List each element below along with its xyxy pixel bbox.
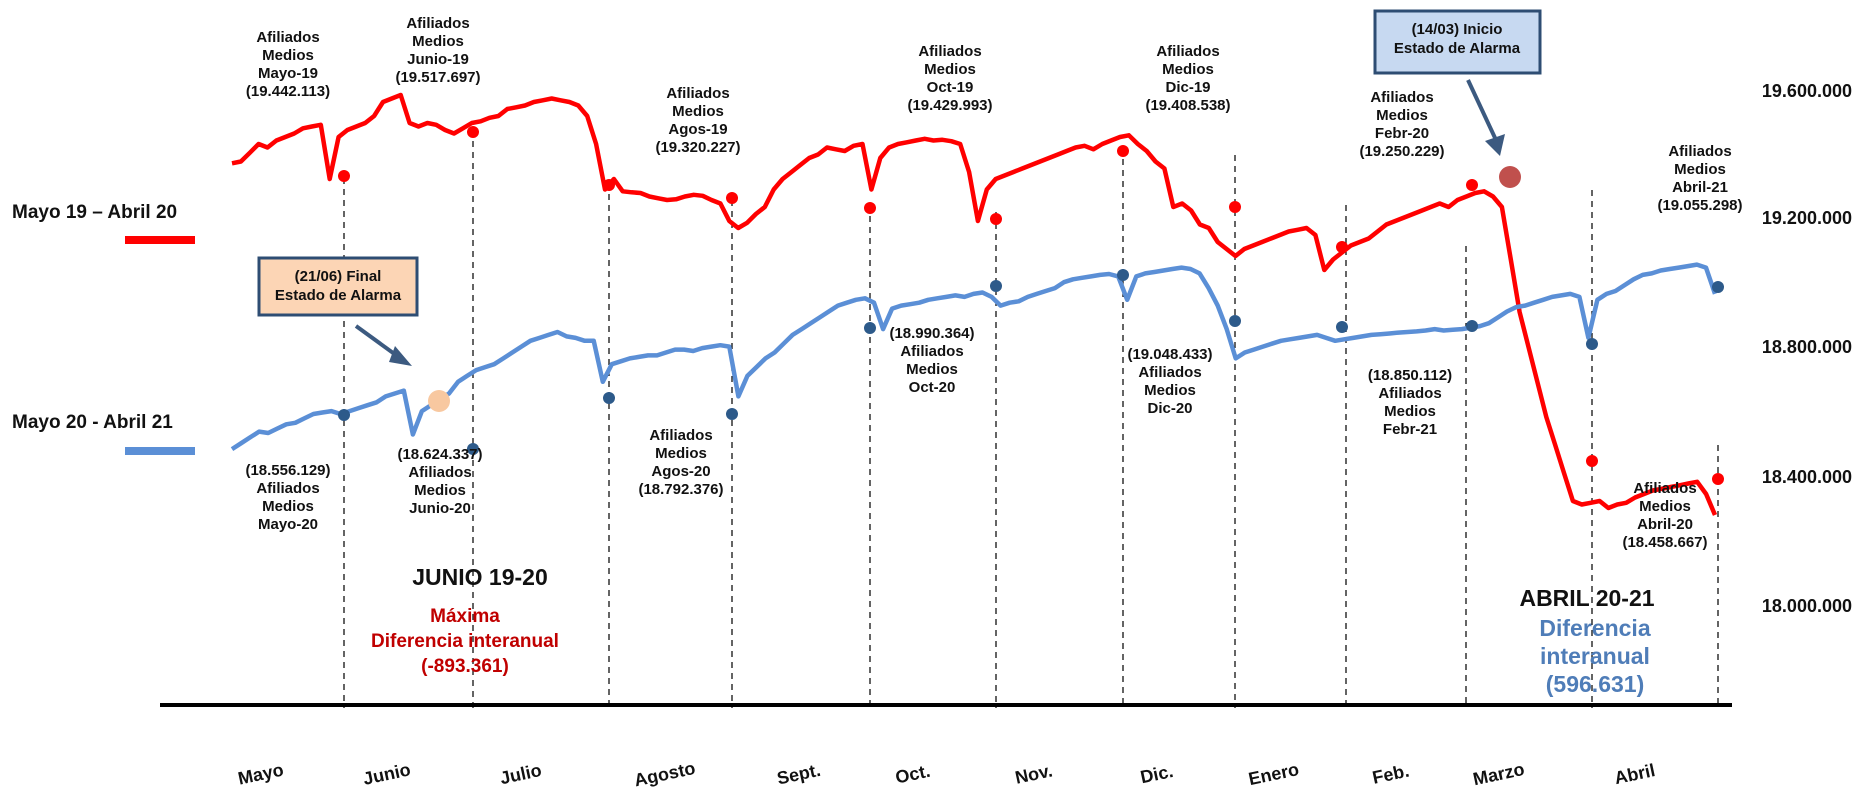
blue-month-point	[990, 280, 1002, 292]
blue-series-annotation: (18.850.112) Afiliados Medios Febr-21	[1368, 367, 1452, 438]
final-alarma-text: (21/06) Final Estado de Alarma	[275, 268, 402, 304]
final-alarma-box	[257, 256, 419, 317]
inicio-alarma-box	[1373, 9, 1542, 75]
abril-summary-text: Diferencia interanual (596.631)	[1539, 615, 1650, 697]
x-tick-label: Sept.	[775, 760, 822, 789]
red-month-point	[1586, 455, 1598, 467]
y-tick-label: 19.600.000	[1762, 81, 1852, 101]
red-series-annotation: Afiliados Medios Oct-19 (19.429.993)	[907, 43, 992, 114]
reference-lines	[160, 130, 1732, 708]
monthly-points	[338, 126, 1724, 485]
callout-boxes: (14/03) Inicio Estado de Alarma (21/06) Fi…	[257, 9, 1542, 366]
red-month-point	[338, 170, 350, 182]
red-month-point	[1229, 201, 1241, 213]
red-month-point	[1117, 145, 1129, 157]
red-series-annotation: Afiliados Medios Febr-20 (19.250.229)	[1359, 89, 1444, 160]
abril-summary-title: ABRIL 20-21	[1519, 585, 1654, 611]
final-alarma-arrowhead	[389, 346, 412, 366]
blue-month-point	[467, 443, 479, 455]
red-month-point	[864, 202, 876, 214]
blue-month-point	[1117, 269, 1129, 281]
blue-series-annotation: (19.048.433) Afiliados Medios Dic-20	[1127, 346, 1212, 417]
y-tick-label: 18.000.000	[1762, 596, 1852, 616]
blue-month-point	[1229, 315, 1241, 327]
red-month-point	[1466, 179, 1478, 191]
blue-month-point	[338, 409, 350, 421]
series-line-red	[231, 92, 1718, 516]
legend-label-blue: Mayo 20 - Abril 21	[12, 412, 173, 433]
red-series-annotation: Afiliados Medios Dic-19 (19.408.538)	[1145, 43, 1230, 114]
junio-summary-title: JUNIO 19-20	[412, 564, 548, 590]
blue-month-point	[864, 322, 876, 334]
chart-text: 19.600.000 19.200.000 18.800.000 18.400.000…	[12, 15, 1852, 790]
red-series-annotation: Afiliados Medios Junio-19 (19.517.697)	[395, 15, 480, 86]
blue-month-point	[1712, 281, 1724, 293]
y-tick-label: 18.800.000	[1762, 337, 1852, 357]
inicio-alarma-arrow	[1466, 79, 1498, 141]
red-month-point	[603, 179, 615, 191]
red-month-point	[467, 126, 479, 138]
x-tick-label: Junio	[361, 759, 412, 789]
red-month-point	[990, 213, 1002, 225]
blue-series-annotation: (18.624.337) Afiliados Medios Junio-20	[397, 446, 482, 517]
red-series-annotation: Afiliados Medios Mayo-19 (19.442.113)	[246, 29, 330, 100]
x-tick-label: Abril	[1613, 760, 1657, 788]
y-tick-label: 19.200.000	[1762, 208, 1852, 228]
x-tick-label: Feb.	[1371, 761, 1411, 788]
inicio-alarma-text: (14/03) Inicio Estado de Alarma	[1394, 21, 1521, 57]
blue-month-point	[726, 408, 738, 420]
x-tick-label: Marzo	[1471, 759, 1526, 789]
blue-month-point	[1336, 321, 1348, 333]
blue-month-point	[1586, 338, 1598, 350]
x-tick-label: Julio	[498, 760, 543, 788]
x-tick-label: Dic.	[1139, 761, 1175, 787]
blue-series-annotation: Afiliados Medios Agos-20 (18.792.376)	[638, 427, 723, 498]
x-tick-label: Mayo	[236, 760, 285, 789]
legend-label-red: Mayo 19 – Abril 20	[12, 202, 177, 223]
red-month-point	[1336, 241, 1348, 253]
series-line-blue	[230, 262, 1718, 451]
red-series-annotation: Afiliados Medios Abril-20 (18.458.667)	[1622, 480, 1707, 551]
final-alarma-point	[428, 390, 450, 412]
inicio-alarma-arrowhead	[1485, 134, 1505, 156]
red-series-annotation: Afiliados Medios Agos-19 (19.320.227)	[655, 85, 740, 156]
red-month-point	[726, 192, 738, 204]
red-series-annotation: Afiliados Medios Abril-21 (19.055.298)	[1657, 143, 1742, 214]
blue-series-annotation: (18.990.364) Afiliados Medios Oct-20	[889, 325, 974, 396]
blue-month-point	[603, 392, 615, 404]
x-tick-label: Oct.	[894, 761, 932, 788]
inicio-alarma-point	[1499, 166, 1521, 188]
blue-series-annotation: (18.556.129) Afiliados Medios Mayo-20	[245, 462, 330, 533]
red-month-point	[1712, 473, 1724, 485]
x-tick-label: Nov.	[1013, 760, 1054, 787]
x-tick-label: Enero	[1247, 759, 1301, 789]
junio-summary-text: Máxima Diferencia interanual (-893.361)	[371, 606, 559, 677]
x-tick-label: Agosto	[632, 758, 697, 790]
y-tick-label: 18.400.000	[1762, 467, 1852, 487]
blue-month-point	[1466, 320, 1478, 332]
